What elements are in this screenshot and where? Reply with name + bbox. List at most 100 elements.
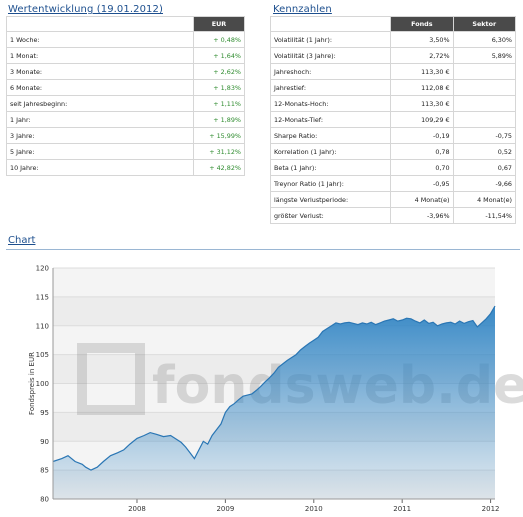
row-sektor [452,95,517,112]
row-label: 1 Monat: [6,47,194,64]
wertentwicklung-title[interactable]: Wertentwicklung (19.01.2012) [8,4,163,15]
row-label: Sharpe Ratio: [269,127,392,144]
x-tick-label: 2009 [216,505,234,513]
header-eur: EUR [193,16,245,32]
table-row: 1 Monat: + 1,64% [6,47,245,64]
table-header-row: Fonds Sektor [269,16,517,32]
row-label: längste Verlustperiode: [269,191,392,208]
row-label: 3 Monate: [6,63,194,80]
row-value: + 1,64% [193,47,245,64]
row-sektor [452,111,517,128]
y-tick-label: 95 [40,409,49,417]
row-sektor: -9,66 [452,175,517,192]
row-fonds: 2,72% [390,47,454,64]
row-label: 6 Monate: [6,79,194,96]
row-fonds: -0,95 [390,175,454,192]
y-tick-label: 85 [40,467,49,475]
row-sektor: -0,75 [452,127,517,144]
y-tick-label: 110 [36,322,49,330]
chart-section-title[interactable]: Chart [8,235,36,246]
table-row: Volatilität (3 Jahre): 2,72% 5,89% [269,47,517,64]
row-value: + 15,99% [193,127,245,144]
row-fonds: -3,96% [390,207,454,224]
row-label: 1 Jahr: [6,111,194,128]
x-tick-label: 2008 [128,505,146,513]
wertentwicklung-rows: 1 Woche: + 0,48% 1 Monat: + 1,64% 3 Monate: +… [6,31,245,176]
row-sektor: 0,67 [452,159,517,176]
table-row: 1 Jahr: + 1,89% [6,111,245,128]
y-tick-label: 90 [40,438,49,446]
y-tick-label: 100 [36,380,49,388]
kennzahlen-table: Fonds Sektor Volatilität (1 Jahr): 3,50% 6… [269,16,517,224]
table-row: seit Jahresbeginn: + 1,11% [6,95,245,112]
row-fonds: 112,08 € [390,79,454,96]
chart-section-rule [6,249,520,250]
table-row: 3 Monate: + 2,62% [6,63,245,80]
row-fonds: 109,29 € [390,111,454,128]
table-row: 5 Jahre: + 31,12% [6,143,245,160]
series-line [52,305,496,471]
row-value: + 31,12% [193,143,245,160]
row-fonds: -0,19 [390,127,454,144]
kennzahlen-title[interactable]: Kennzahlen [273,4,332,15]
row-label: Volatilität (1 Jahr): [269,31,392,48]
wertentwicklung-table: EUR 1 Woche: + 0,48% 1 Monat: + 1,64% 3 Mona… [6,16,245,176]
row-value: + 2,62% [193,63,245,80]
table-row: Treynor Ratio (1 Jahr): -0,95 -9,66 [269,175,517,192]
row-sektor: 4 Monat(e) [452,191,517,208]
row-sektor: -11,54% [452,207,517,224]
row-value: + 1,89% [193,111,245,128]
row-fonds: 4 Monat(e) [390,191,454,208]
table-row: größter Verlust: -3,96% -11,54% [269,207,517,224]
watermark-logo [77,343,145,415]
table-row: 12-Monats-Tief: 109,29 € [269,111,517,128]
table-row: Volatilität (1 Jahr): 3,50% 6,30% [269,31,517,48]
row-value: + 1,11% [193,95,245,112]
row-sektor: 0,52 [452,143,517,160]
row-sektor [452,79,517,96]
row-label: 5 Jahre: [6,143,194,160]
row-value: + 42,82% [193,159,245,176]
table-row: 12-Monats-Hoch: 113,30 € [269,95,517,112]
row-label: seit Jahresbeginn: [6,95,194,112]
fund-price-chart: 80 85 90 95 100 105 110 115 120 2008 2009 2010 2011 2… [28,265,523,514]
row-sektor [452,63,517,80]
table-header-row: EUR [6,16,245,32]
table-row: Sharpe Ratio: -0,19 -0,75 [269,127,517,144]
y-tick-label: 120 [36,265,49,273]
row-value: + 1,83% [193,79,245,96]
row-label: Jahreshoch: [269,63,392,80]
row-label: Korrelation (1 Jahr): [269,143,392,160]
table-row: 10 Jahre: + 42,82% [6,159,245,176]
header-blank [269,16,392,32]
table-row: Jahreshoch: 113,30 € [269,63,517,80]
row-label: Beta (1 Jahr): [269,159,392,176]
grid-band [53,296,495,326]
x-tick-label: 2011 [393,505,411,513]
row-label: größter Verlust: [269,207,392,224]
y-tick-label: 115 [36,293,49,301]
row-label: 3 Jahre: [6,127,194,144]
row-fonds: 0,70 [390,159,454,176]
row-fonds: 113,30 € [390,95,454,112]
header-sektor: Sektor [452,16,517,32]
row-label: 12-Monats-Tief: [269,111,392,128]
row-label: 1 Woche: [6,31,194,48]
y-tick-label: 80 [40,496,49,504]
row-label: 10 Jahre: [6,159,194,176]
header-blank [6,16,194,32]
row-label: Volatilität (3 Jahre): [269,47,392,64]
table-row: 6 Monate: + 1,83% [6,79,245,96]
x-tick-label: 2012 [482,505,500,513]
row-label: Jahrestief: [269,79,392,96]
x-tick-label: 2010 [305,505,323,513]
row-fonds: 113,30 € [390,63,454,80]
table-row: Jahrestief: 112,08 € [269,79,517,96]
header-fonds: Fonds [390,16,454,32]
row-sektor: 6,30% [452,31,517,48]
table-row: Korrelation (1 Jahr): 0,78 0,52 [269,143,517,160]
row-sektor: 5,89% [452,47,517,64]
table-row: Beta (1 Jahr): 0,70 0,67 [269,159,517,176]
kennzahlen-rows: Volatilität (1 Jahr): 3,50% 6,30% Volatilit… [269,31,517,224]
series-area [53,306,495,499]
